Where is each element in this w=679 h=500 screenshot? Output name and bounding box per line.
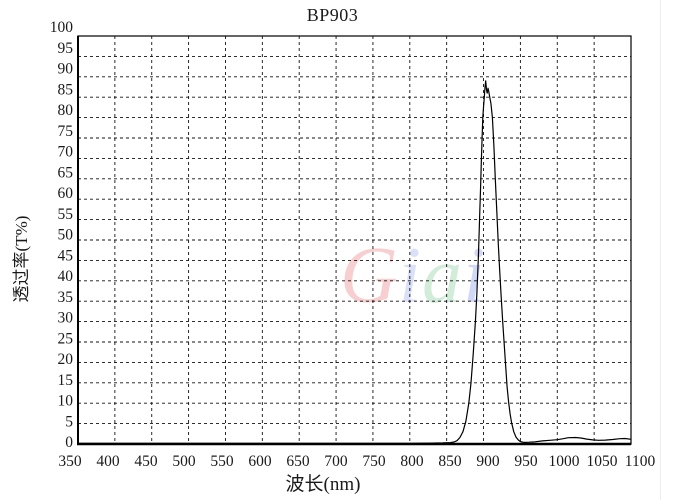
- x-tick-label: 800: [400, 453, 424, 470]
- x-tick-label: 450: [134, 453, 158, 470]
- y-tick-label: 10: [58, 393, 74, 410]
- y-tick-label: 20: [58, 351, 74, 368]
- watermark-text: Giai: [340, 232, 486, 320]
- y-tick-label: 30: [58, 310, 74, 327]
- x-tick-label: 700: [324, 453, 348, 470]
- page-divider-line: [660, 0, 661, 500]
- y-tick-label: 55: [58, 206, 74, 223]
- y-tick-label: 5: [65, 413, 73, 430]
- y-tick-label: 35: [58, 289, 74, 306]
- x-axis-label: 波长(nm): [285, 474, 361, 495]
- x-tick-label: 350: [58, 453, 82, 470]
- x-tick-label: 400: [96, 453, 120, 470]
- chart-title: BP903: [306, 5, 359, 25]
- x-tick-label: 1100: [625, 453, 656, 470]
- y-tick-label: 85: [58, 81, 74, 98]
- x-tick-label: 600: [248, 453, 272, 470]
- y-tick-label: 90: [58, 61, 74, 78]
- x-tick-label: 1000: [549, 453, 580, 470]
- y-tick-label: 95: [58, 40, 74, 57]
- y-tick-label: 65: [58, 164, 74, 181]
- x-tick-label: 650: [286, 453, 310, 470]
- y-tick-label: 100: [50, 19, 74, 36]
- y-tick-label: 40: [58, 268, 74, 285]
- y-tick-label: 25: [58, 330, 74, 347]
- x-tick-label: 550: [210, 453, 234, 470]
- x-tick-label: 1050: [587, 453, 618, 470]
- y-tick-label: 60: [58, 185, 74, 202]
- y-axis-label: 透过率(T%): [12, 215, 31, 303]
- y-tick-label: 45: [58, 247, 74, 264]
- x-tick-label: 500: [172, 453, 196, 470]
- x-tick-label: 900: [476, 453, 500, 470]
- x-tick-label: 850: [438, 453, 462, 470]
- y-tick-label: 50: [58, 227, 74, 244]
- y-tick-label: 80: [58, 102, 74, 119]
- y-tick-label: 75: [58, 123, 74, 140]
- y-tick-label: 0: [65, 434, 73, 451]
- x-tick-label: 950: [514, 453, 538, 470]
- y-tick-label: 70: [58, 144, 74, 161]
- y-tick-label: 15: [58, 372, 74, 389]
- x-tick-label: 750: [362, 453, 386, 470]
